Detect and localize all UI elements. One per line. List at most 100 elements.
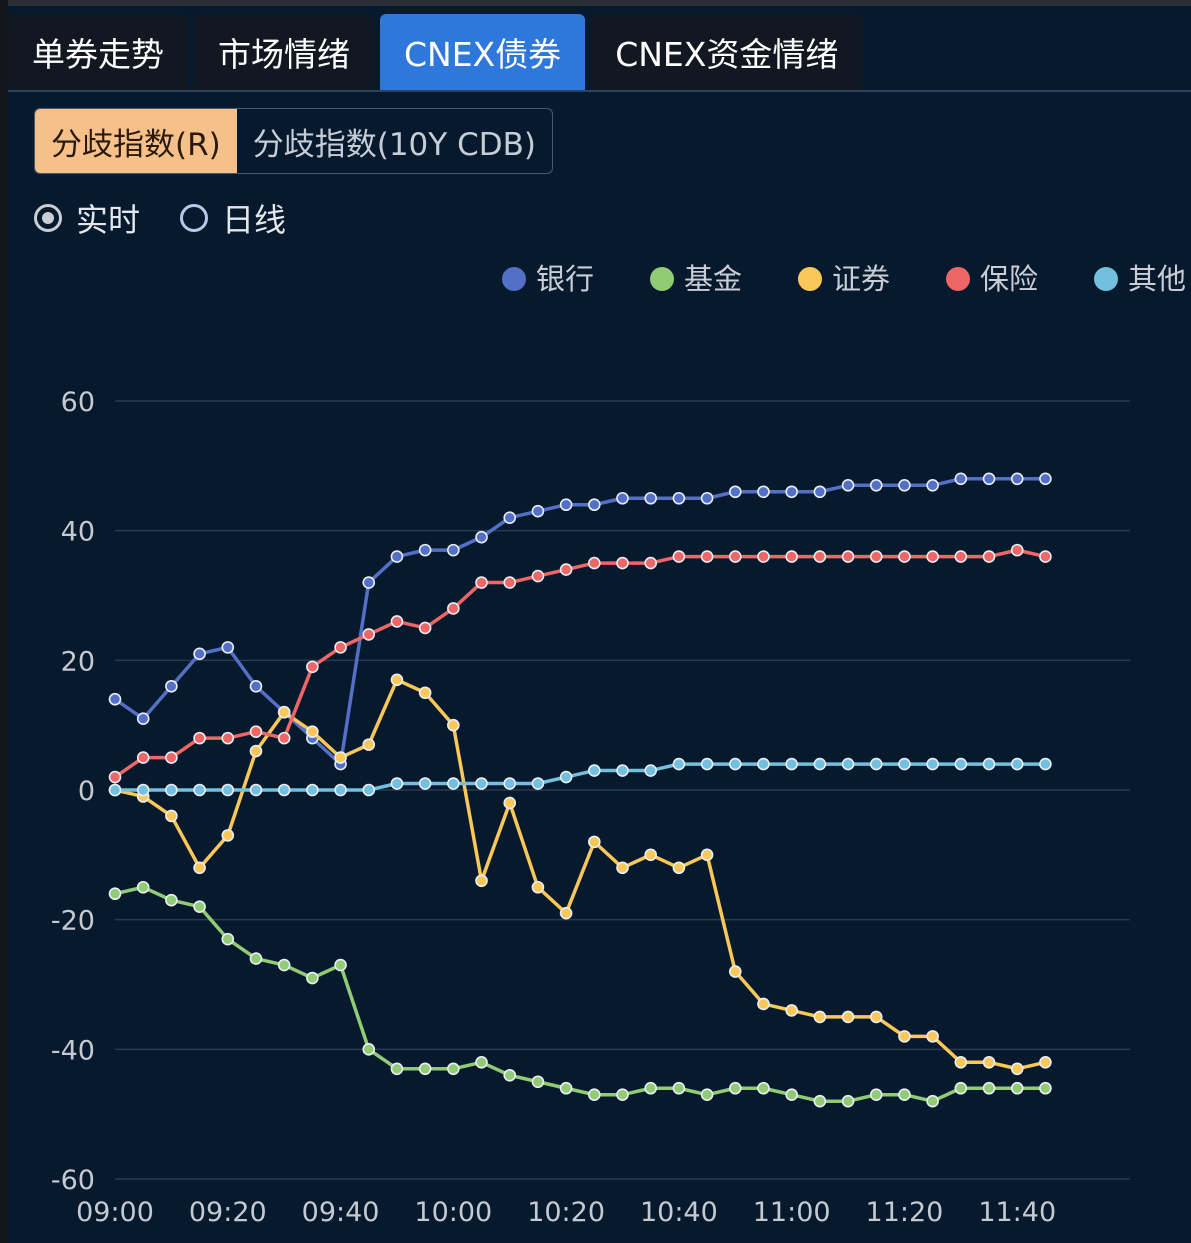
data-point[interactable] (559, 1081, 573, 1095)
legend-item[interactable]: 保险 (946, 262, 1038, 296)
data-point[interactable] (841, 550, 855, 563)
data-point[interactable] (390, 777, 404, 790)
data-point[interactable] (447, 718, 460, 732)
data-point[interactable] (503, 1068, 517, 1082)
data-point[interactable] (982, 757, 996, 771)
data-point[interactable] (334, 958, 347, 972)
data-point[interactable] (475, 1055, 488, 1069)
data-point[interactable] (785, 1004, 798, 1017)
data-point[interactable] (475, 530, 488, 544)
data-point[interactable] (813, 757, 827, 771)
data-point[interactable] (1010, 757, 1024, 771)
data-point[interactable] (954, 1081, 968, 1095)
data-point[interactable] (277, 705, 291, 719)
data-point[interactable] (136, 751, 150, 764)
data-point[interactable] (644, 1081, 657, 1095)
data-point[interactable] (616, 861, 629, 875)
data-point[interactable] (390, 615, 404, 628)
data-point[interactable] (136, 712, 150, 725)
data-point[interactable] (1010, 472, 1024, 486)
data-point[interactable] (277, 731, 291, 745)
data-point[interactable] (757, 550, 770, 563)
data-point[interactable] (1039, 472, 1052, 486)
data-point[interactable] (700, 848, 714, 862)
data-point[interactable] (193, 783, 206, 797)
data-point[interactable] (1010, 543, 1024, 557)
data-point[interactable] (954, 757, 968, 771)
data-point[interactable] (277, 958, 291, 972)
data-point[interactable] (982, 472, 996, 486)
data-point[interactable] (785, 550, 798, 563)
data-point[interactable] (108, 783, 122, 797)
data-point[interactable] (447, 543, 460, 557)
data-point[interactable] (644, 556, 657, 570)
data-point[interactable] (362, 783, 376, 797)
data-point[interactable] (644, 848, 657, 862)
data-point[interactable] (418, 621, 432, 635)
data-point[interactable] (672, 861, 686, 875)
data-point[interactable] (672, 550, 686, 563)
data-point[interactable] (193, 647, 206, 661)
data-point[interactable] (193, 861, 206, 875)
data-point[interactable] (447, 602, 460, 615)
data-point[interactable] (108, 692, 122, 706)
data-point[interactable] (728, 757, 742, 771)
data-point[interactable] (447, 777, 460, 790)
data-point[interactable] (728, 1081, 742, 1095)
data-point[interactable] (531, 1075, 545, 1089)
data-point[interactable] (447, 1062, 460, 1076)
data-point[interactable] (503, 777, 517, 790)
data-point[interactable] (531, 880, 545, 894)
data-point[interactable] (813, 1094, 827, 1108)
data-point[interactable] (334, 641, 347, 654)
data-point[interactable] (841, 1094, 855, 1108)
data-point[interactable] (841, 478, 855, 492)
data-point[interactable] (475, 576, 488, 589)
data-point[interactable] (926, 550, 939, 563)
data-point[interactable] (728, 485, 742, 499)
data-point[interactable] (334, 751, 347, 764)
data-point[interactable] (362, 738, 376, 751)
data-point[interactable] (954, 550, 968, 563)
data-point[interactable] (503, 511, 517, 525)
data-point[interactable] (588, 498, 601, 512)
data-point[interactable] (644, 764, 657, 777)
data-point[interactable] (165, 809, 178, 823)
data-point[interactable] (616, 556, 629, 570)
data-point[interactable] (813, 485, 827, 499)
data-point[interactable] (221, 783, 235, 797)
data-point[interactable] (249, 783, 263, 797)
data-point[interactable] (503, 576, 517, 589)
data-point[interactable] (672, 1081, 686, 1095)
data-point[interactable] (475, 874, 488, 888)
data-point[interactable] (390, 673, 404, 687)
data-point[interactable] (700, 550, 714, 563)
data-point[interactable] (362, 576, 376, 589)
data-point[interactable] (221, 932, 235, 946)
data-point[interactable] (503, 796, 517, 810)
data-point[interactable] (700, 1088, 714, 1102)
data-point[interactable] (898, 757, 911, 771)
data-point[interactable] (588, 835, 601, 849)
data-point[interactable] (869, 550, 883, 563)
data-point[interactable] (1039, 1081, 1052, 1095)
data-point[interactable] (700, 757, 714, 771)
data-point[interactable] (1010, 1062, 1024, 1076)
data-point[interactable] (700, 491, 714, 505)
radio-daily[interactable]: 日线 (180, 195, 286, 241)
data-point[interactable] (728, 550, 742, 563)
subtab-divergence-index-10y-cdb[interactable]: 分歧指数(10Y CDB) (252, 126, 536, 163)
data-point[interactable] (588, 556, 601, 570)
data-point[interactable] (136, 880, 150, 894)
data-point[interactable] (249, 679, 263, 693)
data-point[interactable] (559, 770, 573, 784)
radio-realtime[interactable]: 实时 (34, 195, 140, 241)
data-point[interactable] (616, 491, 629, 505)
data-point[interactable] (306, 971, 319, 985)
data-point[interactable] (898, 1030, 911, 1043)
data-point[interactable] (390, 550, 404, 563)
data-point[interactable] (982, 1081, 996, 1095)
data-point[interactable] (362, 1043, 376, 1056)
data-point[interactable] (136, 783, 150, 797)
data-point[interactable] (869, 478, 883, 492)
